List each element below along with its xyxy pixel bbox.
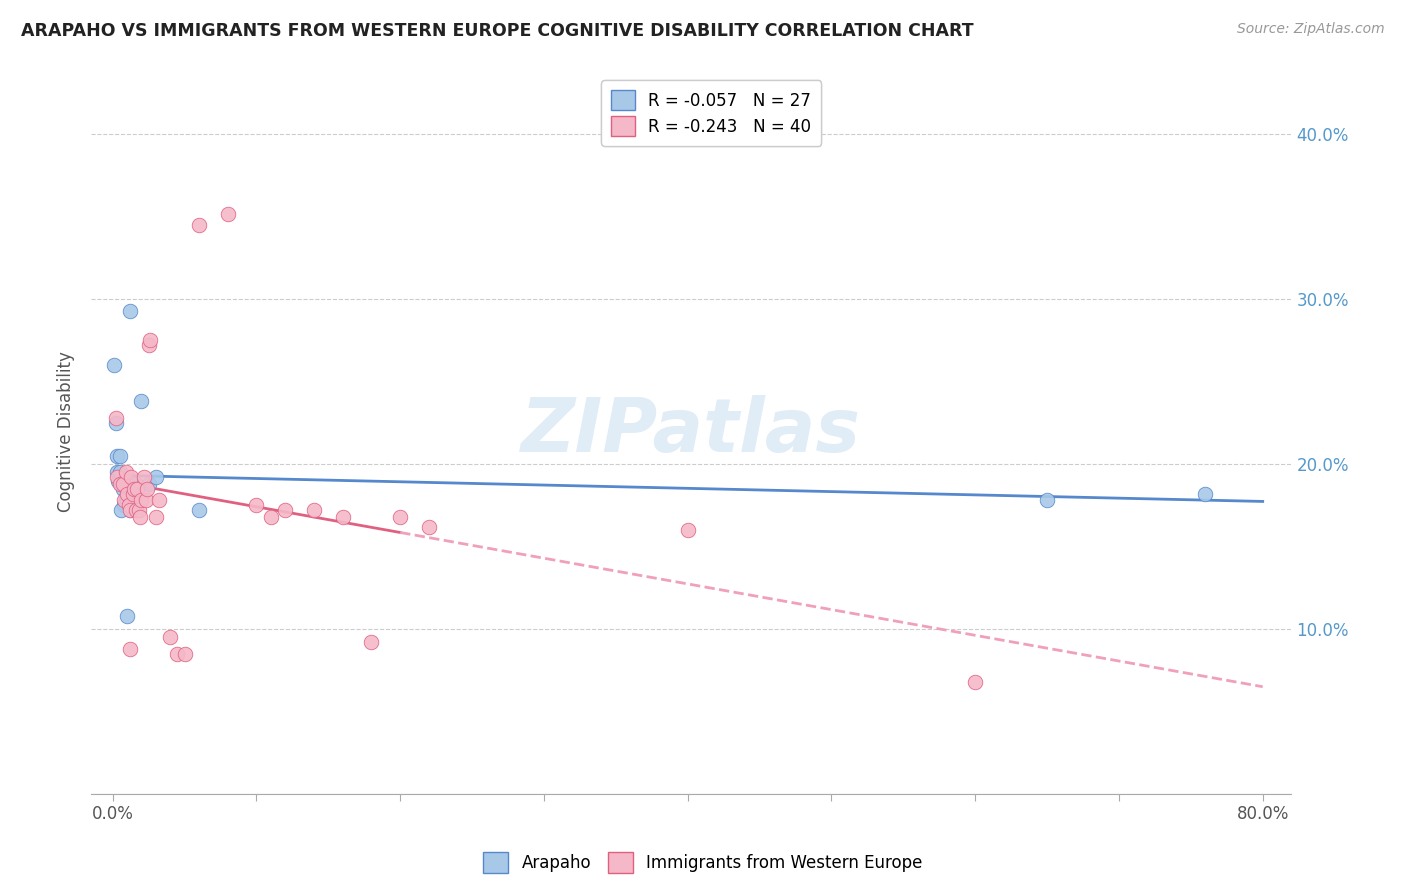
Y-axis label: Cognitive Disability: Cognitive Disability <box>58 351 75 511</box>
Point <box>188 218 211 232</box>
Point <box>217 206 239 220</box>
Point <box>105 449 128 463</box>
Point <box>418 519 440 533</box>
Text: Source: ZipAtlas.com: Source: ZipAtlas.com <box>1237 22 1385 37</box>
Point <box>118 303 141 318</box>
Point <box>138 476 160 491</box>
Point <box>105 465 128 479</box>
Text: ZIPatlas: ZIPatlas <box>522 394 862 467</box>
Point <box>107 474 129 488</box>
Point <box>245 498 267 512</box>
Point <box>111 482 134 496</box>
Point <box>125 476 148 491</box>
Text: ARAPAHO VS IMMIGRANTS FROM WESTERN EUROPE COGNITIVE DISABILITY CORRELATION CHART: ARAPAHO VS IMMIGRANTS FROM WESTERN EUROP… <box>21 22 974 40</box>
Point <box>117 498 139 512</box>
Point <box>135 493 157 508</box>
Point <box>138 338 160 352</box>
Point <box>260 509 283 524</box>
Point <box>188 503 211 517</box>
Point <box>108 465 131 479</box>
Point <box>120 493 142 508</box>
Point <box>1194 487 1216 501</box>
Point <box>112 476 135 491</box>
Point <box>121 487 143 501</box>
Point <box>112 498 135 512</box>
Point <box>103 358 125 372</box>
Point <box>139 334 162 348</box>
Point <box>115 608 138 623</box>
Point <box>128 503 150 517</box>
Point <box>360 635 382 649</box>
Legend: Arapaho, Immigrants from Western Europe: Arapaho, Immigrants from Western Europe <box>477 846 929 880</box>
Point <box>115 493 138 508</box>
Point <box>136 482 159 496</box>
Point <box>124 482 146 496</box>
Point <box>114 490 136 504</box>
Point <box>1036 493 1059 508</box>
Point <box>131 394 153 409</box>
Point <box>302 503 325 517</box>
Point <box>159 630 181 644</box>
Point <box>145 509 167 524</box>
Point <box>148 493 170 508</box>
Point <box>173 647 195 661</box>
Point <box>108 476 131 491</box>
Point <box>274 503 297 517</box>
Point <box>104 411 127 425</box>
Point <box>108 449 131 463</box>
Point <box>145 470 167 484</box>
Point <box>105 470 128 484</box>
Point <box>131 493 153 508</box>
Point <box>110 476 132 491</box>
Point <box>166 647 188 661</box>
Point <box>676 523 699 537</box>
Point <box>114 465 136 479</box>
Point <box>111 476 134 491</box>
Legend: R = -0.057   N = 27, R = -0.243   N = 40: R = -0.057 N = 27, R = -0.243 N = 40 <box>602 80 821 145</box>
Point <box>125 503 148 517</box>
Point <box>389 509 412 524</box>
Point <box>134 470 156 484</box>
Point <box>104 416 127 430</box>
Point <box>117 498 139 512</box>
Point <box>118 641 141 656</box>
Point <box>965 674 987 689</box>
Point <box>120 470 142 484</box>
Point <box>110 503 132 517</box>
Point <box>115 487 138 501</box>
Point <box>129 509 152 524</box>
Point <box>121 493 143 508</box>
Point <box>118 503 141 517</box>
Point <box>332 509 354 524</box>
Point <box>112 493 135 508</box>
Point <box>127 482 149 496</box>
Point <box>118 503 141 517</box>
